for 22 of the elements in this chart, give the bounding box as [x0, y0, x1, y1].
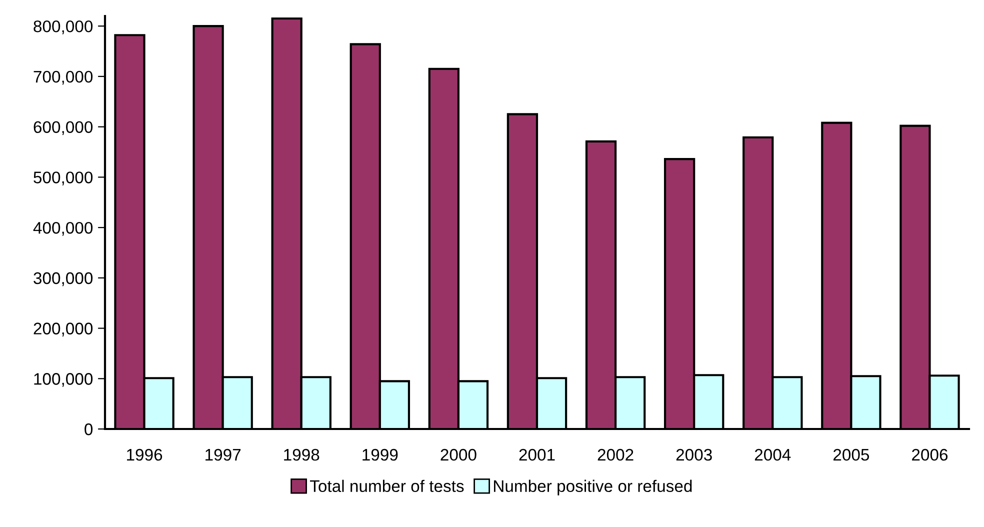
- y-tick-label: 700,000: [34, 70, 93, 85]
- y-tick-label: 800,000: [34, 20, 93, 34]
- x-tick-label: 2004: [754, 448, 791, 461]
- x-tick-label: 2005: [833, 448, 870, 461]
- x-tick-label: 2000: [440, 448, 476, 461]
- x-tick-label: 2006: [912, 448, 948, 461]
- x-tick-label: 1998: [284, 448, 320, 461]
- x-tick-label: 1997: [206, 448, 241, 461]
- y-tick-label: 200,000: [34, 322, 93, 336]
- legend-label: Number positive or refused: [494, 480, 692, 496]
- x-tick-label: 1999: [362, 448, 398, 461]
- y-tick-label: 500,000: [34, 172, 93, 186]
- y-tick-label: 100,000: [34, 373, 93, 387]
- x-tick-label: 2002: [598, 448, 634, 461]
- x-tick-label: 1996: [127, 448, 162, 461]
- x-tick-label: 2001: [519, 448, 555, 461]
- y-tick-label: 400,000: [33, 222, 93, 236]
- legend-label: Total number of tests: [310, 480, 464, 492]
- x-tick-label: 2003: [676, 448, 712, 461]
- y-tick-label: 600,000: [34, 121, 93, 135]
- y-tick-label: 0: [84, 423, 93, 436]
- y-tick-label: 300,000: [34, 272, 93, 286]
